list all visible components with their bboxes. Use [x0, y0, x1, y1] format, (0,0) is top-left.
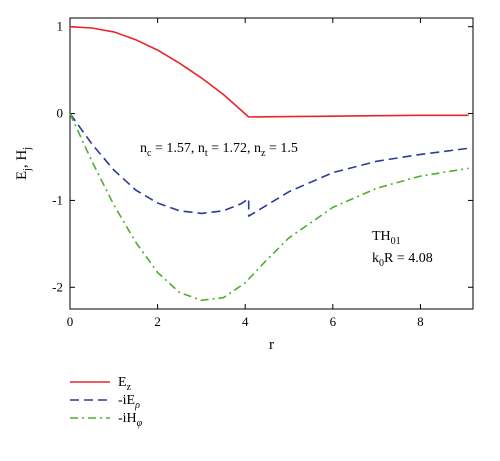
k0r-annotation: k0R = 4.08 — [372, 251, 433, 269]
series-line-1 — [69, 113, 469, 217]
refractive-indices-annotation: nc = 1.57, nt = 1.72, nz = 1.5 — [140, 141, 298, 159]
x-tick-label: 0 — [67, 314, 74, 329]
y-tick-label: 1 — [57, 19, 64, 34]
y-axis-label: Ej, Hj — [14, 147, 33, 180]
series-line-0 — [69, 25, 469, 118]
plot-frame — [69, 17, 474, 310]
y-tick-label: 0 — [57, 106, 64, 121]
legend: Ez -iEρ -iHφ — [70, 375, 143, 429]
x-tick-label: 4 — [242, 314, 249, 329]
x-tick-label: 2 — [154, 314, 161, 329]
y-tick-label: -1 — [52, 192, 63, 207]
x-tick-label: 8 — [417, 314, 424, 329]
mode-annotation: TH01 — [372, 229, 401, 247]
x-tick-label: 6 — [330, 314, 337, 329]
legend-label-hphi: -iHφ — [118, 411, 143, 429]
legend-label-erho: -iEρ — [118, 393, 140, 411]
series-layer — [69, 25, 469, 302]
x-axis-label: r — [269, 337, 274, 353]
series-line-2 — [69, 113, 469, 302]
y-tick-label: -2 — [52, 279, 63, 294]
legend-label-ez: Ez — [118, 375, 132, 393]
axis-ticks: 0 2 4 6 810-1-2 — [52, 18, 473, 329]
